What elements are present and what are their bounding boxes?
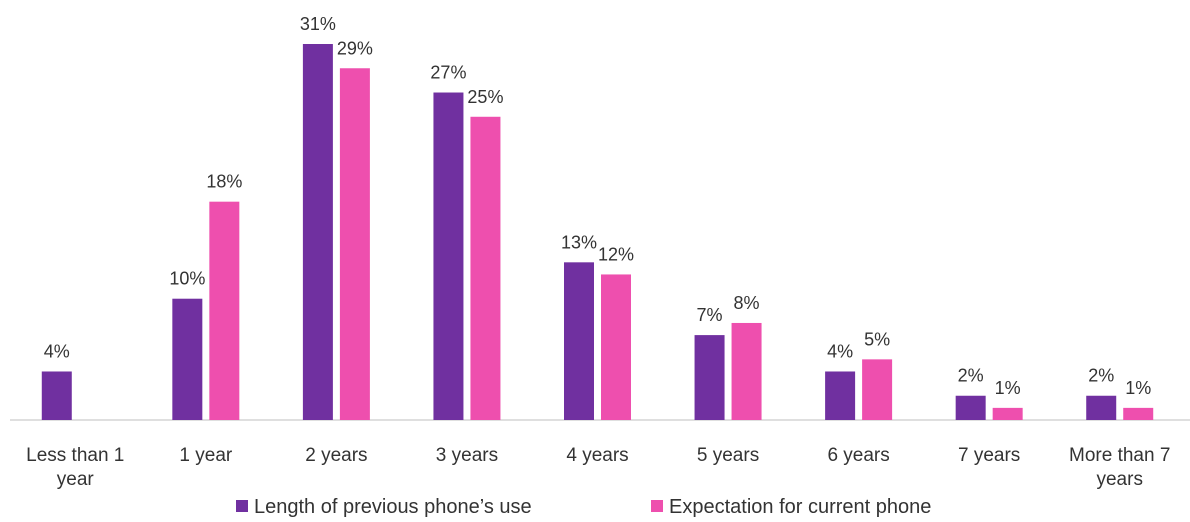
data-label: 18% (206, 172, 242, 192)
data-label: 10% (169, 269, 205, 289)
legend-label: Expectation for current phone (669, 496, 931, 518)
x-tick-label: 2 years (305, 445, 368, 466)
data-label: 25% (467, 87, 503, 107)
x-tick-label: 4 years (566, 445, 629, 466)
legend-label: Length of previous phone’s use (254, 496, 532, 518)
bar (564, 262, 594, 420)
x-tick-label: 6 years (827, 445, 890, 466)
x-tick-label: 5 years (696, 445, 760, 466)
bar (601, 274, 631, 420)
bar (433, 92, 464, 421)
bar (41, 371, 72, 420)
data-label: 13% (561, 232, 597, 252)
x-tick-label: 1 year (179, 445, 233, 466)
data-label: 1% (995, 378, 1021, 398)
data-label: 12% (598, 244, 634, 264)
x-tick-label: More than 7 years (1069, 445, 1171, 490)
data-label: 27% (430, 63, 466, 83)
data-label: 31% (300, 14, 336, 34)
bar (302, 44, 333, 420)
bar (1086, 395, 1117, 420)
bar (992, 407, 1023, 420)
bar (1123, 407, 1154, 420)
x-tick-label: 7 years (958, 445, 1021, 466)
data-label: 2% (1088, 366, 1114, 386)
bar (339, 68, 370, 421)
bar (694, 335, 725, 420)
x-tick-label: 3 years (435, 445, 499, 466)
bar (862, 359, 893, 420)
bar (470, 116, 501, 420)
data-label: 8% (734, 293, 760, 313)
data-label: 5% (864, 329, 890, 349)
bar (172, 298, 203, 420)
bar (825, 371, 856, 420)
data-label: 2% (958, 366, 984, 386)
bar (209, 201, 240, 420)
legend-swatch (236, 500, 248, 512)
data-label: 4% (44, 341, 70, 361)
data-label: 7% (697, 305, 723, 325)
data-label: 29% (337, 38, 373, 58)
data-label: 1% (1125, 378, 1151, 398)
bar (955, 395, 986, 420)
bar (731, 322, 762, 420)
legend-swatch (651, 500, 663, 512)
data-label: 4% (827, 341, 853, 361)
x-tick-label: Less than 1 year (26, 445, 125, 490)
